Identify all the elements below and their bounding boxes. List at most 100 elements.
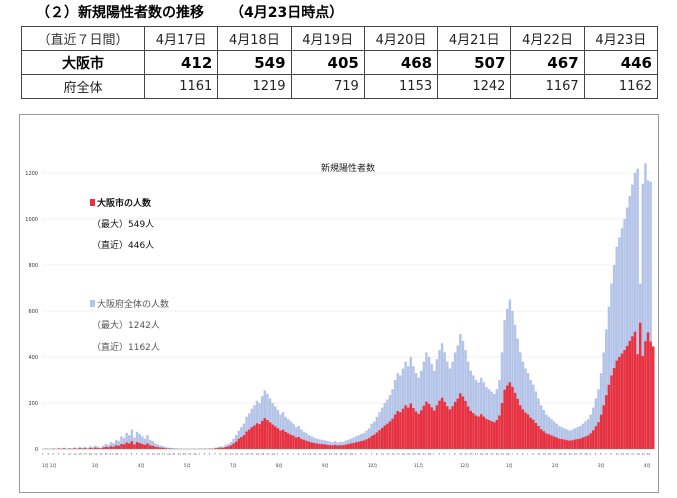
bar-osaka-city <box>73 448 76 449</box>
bar-osaka-city <box>276 428 280 449</box>
x-tick-label: 15 <box>235 452 239 456</box>
bar-prefecture <box>112 443 115 449</box>
bar-osaka-city <box>433 410 436 449</box>
x-tick-label: 3 <box>282 452 284 456</box>
bar-prefecture <box>172 448 175 449</box>
bar-osaka-city <box>245 431 248 449</box>
bar-osaka-city <box>565 440 569 449</box>
bar-osaka-city <box>466 406 470 449</box>
bar-osaka-city <box>99 448 102 449</box>
x-tick-label: 21 <box>485 452 489 456</box>
x-tick-label: 11 <box>381 452 385 456</box>
x-tick-label: 19 <box>558 452 562 456</box>
x-tick-label: 3 <box>125 452 127 456</box>
bar-prefecture <box>125 432 128 449</box>
bar-osaka-city <box>623 350 626 449</box>
y-tick-label: 800 <box>28 263 38 269</box>
bar-osaka-city <box>352 443 355 449</box>
bar-prefecture <box>547 416 551 449</box>
bar-osaka-city <box>605 395 608 449</box>
bar-osaka-city <box>138 443 141 449</box>
bar-osaka-city <box>62 448 66 449</box>
bar-prefecture <box>508 299 512 449</box>
x-tick-label: 3 <box>204 452 206 456</box>
x-tick-label: 25 <box>183 452 187 456</box>
bar-prefecture <box>138 434 141 449</box>
bar-osaka-city <box>313 443 316 449</box>
series-osaka-city <box>44 322 655 449</box>
bar-osaka-city <box>532 419 535 449</box>
bar-osaka-city <box>279 430 282 449</box>
bar-prefecture <box>73 447 76 449</box>
date-header: 4月22日 <box>510 26 585 51</box>
bar-osaka-city <box>558 438 561 449</box>
bar-prefecture <box>506 308 509 449</box>
bar-prefecture <box>641 183 645 449</box>
bar-prefecture <box>57 447 61 449</box>
bar-prefecture <box>584 421 587 449</box>
bar-osaka-city <box>427 403 431 449</box>
bar-osaka-city <box>638 322 642 449</box>
x-tick-label: 15 <box>79 452 83 456</box>
chart-frame: 新規陽性者数 0 200 400 600 800 1000 1200 1 3 5 7 9 11 13 15… <box>19 114 659 493</box>
x-month-label: 9月 <box>322 463 329 468</box>
bar-osaka-city <box>498 415 501 449</box>
bar-prefecture <box>464 350 467 449</box>
x-tick-label: 17 <box>84 452 88 456</box>
bar-osaka-city <box>107 447 110 449</box>
bar-osaka-city <box>234 441 238 449</box>
legend-swatch-prefecture <box>90 300 95 307</box>
bar-osaka-city <box>331 445 334 449</box>
bar-osaka-city <box>151 445 154 449</box>
bar-osaka-city <box>529 417 532 449</box>
bar-osaka-city <box>349 443 353 449</box>
bar-prefecture <box>154 443 157 449</box>
bar-prefecture <box>128 435 131 449</box>
bar-prefecture <box>579 426 582 449</box>
bar-prefecture <box>552 421 556 449</box>
bar-prefecture <box>430 363 433 449</box>
bar-prefecture <box>568 430 572 449</box>
bar-prefecture <box>208 448 212 449</box>
bar-osaka-city <box>237 438 240 449</box>
bar-prefecture <box>78 446 81 449</box>
bar-osaka-city <box>469 410 472 449</box>
bar-osaka-city <box>479 414 483 449</box>
x-tick-label: 9 <box>532 452 534 456</box>
table-cell: 1219 <box>217 74 292 99</box>
bar-osaka-city <box>114 445 118 449</box>
x-tick-label: 3 <box>595 452 597 456</box>
bar-osaka-city <box>542 431 545 449</box>
bar-osaka-city <box>122 444 126 449</box>
bar-osaka-city <box>320 444 324 449</box>
bar-prefecture <box>446 361 449 449</box>
x-tick-label: 7 <box>605 452 607 456</box>
bar-osaka-city <box>456 398 459 449</box>
x-month-label: 1月 1月 <box>42 463 56 468</box>
bar-osaka-city <box>268 422 272 449</box>
x-tick-label: 29 <box>506 452 510 456</box>
bar-prefecture <box>649 181 652 449</box>
x-tick-label: 21 <box>94 452 98 456</box>
bar-osaka-city <box>133 444 136 449</box>
x-tick-label: 27 <box>110 452 114 456</box>
bar-osaka-city <box>154 446 157 449</box>
bar-osaka-city <box>438 400 441 449</box>
bar-osaka-city <box>341 445 345 449</box>
bar-prefecture <box>417 377 420 449</box>
bar-osaka-city <box>425 401 428 449</box>
bar-osaka-city <box>485 418 488 449</box>
bar-prefecture <box>599 373 603 449</box>
bar-osaka-city <box>555 437 559 449</box>
bar-osaka-city <box>357 441 360 449</box>
bar-prefecture <box>534 391 538 449</box>
legend-city-latest: （直近）446人 <box>92 239 154 251</box>
bar-osaka-city <box>386 423 389 449</box>
bar-osaka-city <box>281 429 285 449</box>
bar-prefecture <box>485 386 488 449</box>
bar-prefecture <box>443 352 446 449</box>
x-tick-label: 1 <box>589 452 591 456</box>
x-tick-label: 23 <box>99 452 103 456</box>
bar-osaka-city <box>120 443 123 449</box>
bar-osaka-city <box>472 413 475 449</box>
